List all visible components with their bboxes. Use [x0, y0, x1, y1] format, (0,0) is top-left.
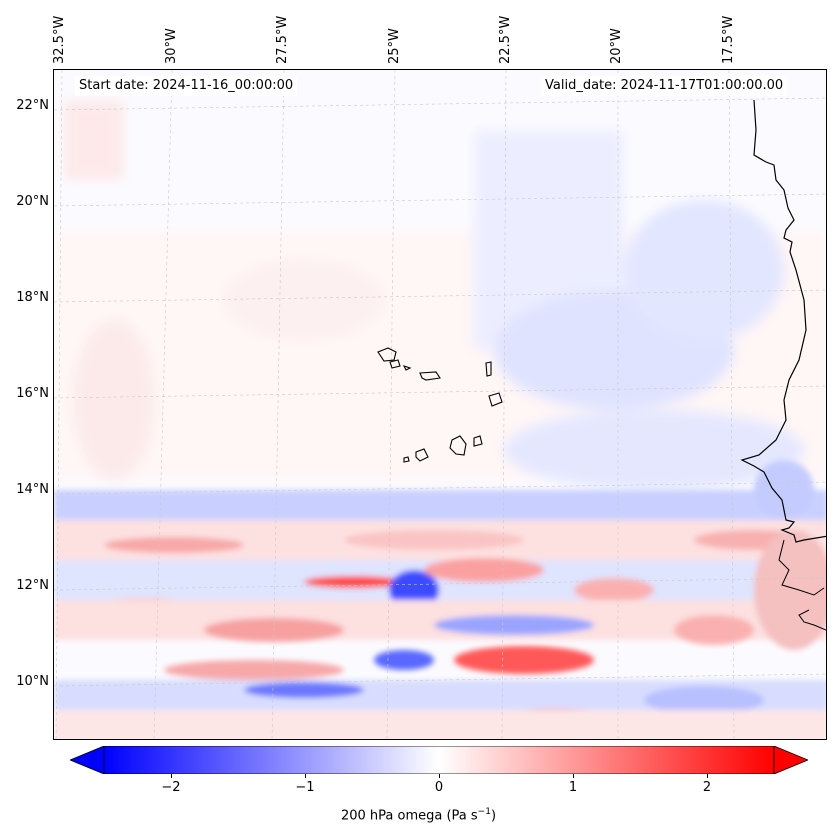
- lon-label-17-5w: 17.5°W: [721, 15, 736, 64]
- island-santo-antao: [377, 347, 397, 362]
- colorbar-tick-label-neg2: −2: [161, 780, 181, 795]
- colorbar-tick-label-2: 2: [702, 780, 712, 795]
- lat-label-18n: 18°N: [16, 290, 49, 305]
- colorbar-max-arrow: [773, 746, 808, 774]
- colorbar-tick-label-0: 0: [434, 780, 444, 795]
- colorbar-tick-1: [573, 774, 574, 778]
- lat-label-14n: 14°N: [16, 482, 49, 497]
- island-fogo: [415, 448, 429, 462]
- lon-label-25w: 25°W: [387, 28, 402, 64]
- colorbar-label-exponent: −1: [477, 807, 491, 817]
- valid-date-label: Valid_date: 2024-11-17T01:00:00.00: [541, 76, 788, 96]
- island-sao-nicolau: [419, 371, 441, 381]
- colorbar: [70, 746, 808, 774]
- colorbar-label: 200 hPa omega (Pa s−1): [0, 807, 837, 823]
- omega-field-svg: [54, 70, 826, 739]
- guinea-coastline: [778, 539, 825, 596]
- colorbar-tick-neg2: [171, 774, 172, 778]
- island-sao-vicente: [389, 359, 401, 369]
- lat-label-20n: 20°N: [16, 194, 49, 209]
- island-brava: [403, 456, 410, 463]
- colorbar-gradient: [103, 746, 775, 774]
- island-boa-vista: [488, 392, 503, 407]
- lat-label-10n: 10°N: [16, 674, 49, 689]
- colorbar-label-suffix: ): [490, 808, 497, 824]
- omega-field-south: [54, 460, 826, 739]
- island-santiago: [449, 435, 467, 456]
- island-sal: [485, 361, 492, 377]
- lat-label-12n: 12°N: [16, 578, 49, 593]
- colorbar-label-prefix: 200 hPa omega (Pa s: [340, 808, 478, 824]
- colorbar-tick-label-1: 1: [568, 780, 578, 795]
- lon-label-22-5w: 22.5°W: [498, 15, 513, 64]
- lon-label-30w: 30°W: [164, 28, 179, 64]
- colorbar-tick-2: [707, 774, 708, 778]
- lon-label-20w: 20°W: [609, 28, 624, 64]
- bissagos-coastline: [798, 609, 826, 631]
- colorbar-tick-neg1: [305, 774, 306, 778]
- colorbar-tick-label-neg1: −1: [295, 780, 315, 795]
- island-santa-luzia: [402, 365, 412, 371]
- colorbar-tick-0: [439, 774, 440, 778]
- gridlines: [54, 70, 826, 739]
- start-date-label: Start date: 2024-11-16_00:00:00: [75, 76, 298, 96]
- colorbar-min-arrow: [70, 746, 105, 774]
- omega-map-panel: [53, 69, 827, 740]
- omega-field-north: [54, 100, 826, 490]
- lon-label-32-5w: 32.5°W: [52, 15, 67, 64]
- lon-label-27-5w: 27.5°W: [275, 15, 290, 64]
- lat-label-22n: 22°N: [16, 98, 49, 113]
- island-maio: [473, 435, 483, 447]
- africa-coastline: [740, 99, 826, 543]
- lat-label-16n: 16°N: [16, 386, 49, 401]
- cape-verde-islands: [377, 347, 503, 463]
